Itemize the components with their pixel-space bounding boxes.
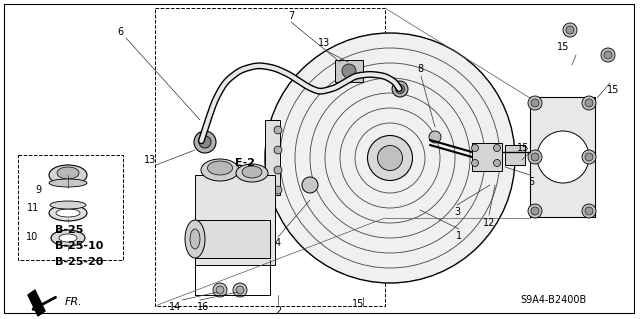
Text: 11: 11: [27, 203, 39, 213]
Bar: [195, 175, 275, 265]
Bar: [472, 143, 502, 171]
Ellipse shape: [207, 161, 232, 175]
Text: 6: 6: [117, 27, 123, 37]
Ellipse shape: [302, 177, 318, 193]
Ellipse shape: [582, 150, 596, 164]
Ellipse shape: [265, 33, 515, 283]
Ellipse shape: [396, 85, 404, 93]
Bar: [195, 220, 270, 258]
Ellipse shape: [531, 153, 539, 161]
Ellipse shape: [199, 136, 211, 148]
Text: B-25-10: B-25-10: [55, 241, 104, 251]
Ellipse shape: [274, 186, 282, 194]
Ellipse shape: [201, 159, 239, 181]
Ellipse shape: [367, 136, 413, 181]
Text: 14: 14: [169, 302, 181, 312]
Text: FR.: FR.: [65, 297, 83, 307]
Ellipse shape: [242, 166, 262, 178]
Ellipse shape: [392, 81, 408, 97]
Ellipse shape: [528, 150, 542, 164]
Ellipse shape: [49, 205, 87, 221]
Text: 7: 7: [288, 11, 294, 21]
Ellipse shape: [59, 234, 77, 242]
Ellipse shape: [274, 146, 282, 154]
Ellipse shape: [530, 98, 540, 108]
Text: 4: 4: [275, 238, 281, 248]
Text: 10: 10: [26, 232, 38, 242]
Text: 1: 1: [456, 231, 462, 241]
Text: 15: 15: [352, 299, 364, 309]
Ellipse shape: [531, 207, 539, 215]
Bar: [505, 145, 525, 165]
Text: S9A4-B2400B: S9A4-B2400B: [520, 295, 586, 305]
Ellipse shape: [51, 230, 85, 246]
Bar: [18, 155, 123, 260]
Ellipse shape: [342, 64, 356, 78]
Text: 15: 15: [557, 42, 569, 52]
Text: B-25: B-25: [55, 225, 83, 235]
Ellipse shape: [216, 286, 224, 294]
Text: 12: 12: [483, 218, 495, 228]
Ellipse shape: [378, 145, 403, 170]
Ellipse shape: [604, 51, 612, 59]
Ellipse shape: [528, 204, 542, 218]
Ellipse shape: [56, 209, 80, 217]
Text: E-2: E-2: [235, 158, 255, 168]
Ellipse shape: [584, 98, 594, 108]
Ellipse shape: [236, 286, 244, 294]
Text: 8: 8: [417, 64, 423, 74]
Bar: [265, 120, 280, 195]
Ellipse shape: [472, 145, 479, 152]
Text: 16: 16: [197, 302, 209, 312]
Ellipse shape: [528, 96, 542, 110]
Bar: [335, 60, 363, 82]
Ellipse shape: [530, 206, 540, 216]
Ellipse shape: [236, 164, 268, 182]
Text: 3: 3: [454, 207, 460, 217]
Ellipse shape: [57, 167, 79, 179]
Ellipse shape: [537, 131, 589, 183]
Ellipse shape: [213, 283, 227, 297]
Ellipse shape: [566, 26, 574, 34]
Bar: [155, 8, 385, 306]
Ellipse shape: [493, 145, 500, 152]
Text: 2: 2: [275, 306, 281, 316]
Bar: [530, 97, 595, 217]
Ellipse shape: [194, 131, 216, 153]
Ellipse shape: [585, 207, 593, 215]
Text: 13: 13: [318, 38, 330, 48]
Ellipse shape: [585, 99, 593, 107]
Ellipse shape: [50, 201, 86, 209]
Ellipse shape: [49, 165, 87, 185]
Text: B-25-20: B-25-20: [55, 257, 104, 267]
Text: 13: 13: [144, 155, 156, 165]
Text: 15: 15: [517, 143, 529, 153]
Ellipse shape: [185, 220, 205, 258]
Ellipse shape: [601, 48, 615, 62]
Ellipse shape: [582, 204, 596, 218]
Ellipse shape: [190, 229, 200, 249]
Ellipse shape: [531, 99, 539, 107]
Ellipse shape: [429, 131, 441, 143]
Ellipse shape: [49, 179, 87, 187]
Text: 15: 15: [607, 85, 619, 95]
Ellipse shape: [233, 283, 247, 297]
Ellipse shape: [274, 126, 282, 134]
Text: 5: 5: [528, 177, 534, 187]
Ellipse shape: [472, 160, 479, 167]
Ellipse shape: [582, 96, 596, 110]
Ellipse shape: [585, 153, 593, 161]
Ellipse shape: [584, 206, 594, 216]
Text: 9: 9: [35, 185, 41, 195]
Ellipse shape: [563, 23, 577, 37]
Ellipse shape: [493, 160, 500, 167]
Ellipse shape: [274, 166, 282, 174]
Polygon shape: [28, 290, 45, 316]
